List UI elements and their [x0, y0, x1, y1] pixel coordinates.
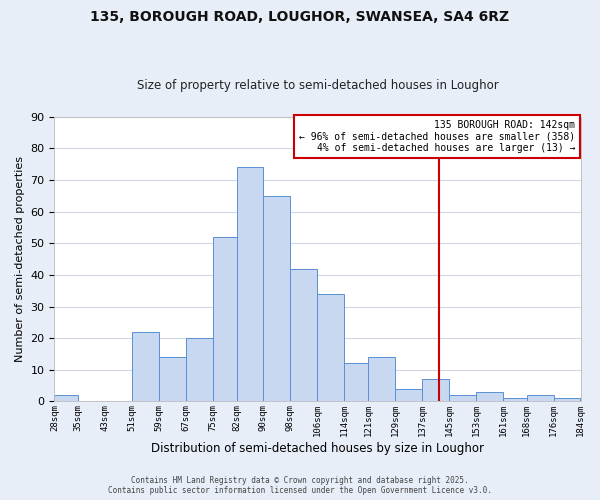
Bar	[55, 395, 78, 402]
Text: 135, BOROUGH ROAD, LOUGHOR, SWANSEA, SA4 6RZ: 135, BOROUGH ROAD, LOUGHOR, SWANSEA, SA4…	[91, 10, 509, 24]
Bar	[186, 338, 213, 402]
Bar	[527, 395, 554, 402]
Bar	[159, 357, 186, 402]
Bar	[344, 364, 368, 402]
Bar	[503, 398, 527, 402]
Bar	[317, 294, 344, 402]
Bar	[263, 196, 290, 402]
Title: Size of property relative to semi-detached houses in Loughor: Size of property relative to semi-detach…	[137, 79, 499, 92]
Bar	[236, 168, 263, 402]
X-axis label: Distribution of semi-detached houses by size in Loughor: Distribution of semi-detached houses by …	[151, 442, 484, 455]
Bar	[554, 398, 580, 402]
Text: Contains HM Land Registry data © Crown copyright and database right 2025.
Contai: Contains HM Land Registry data © Crown c…	[108, 476, 492, 495]
Bar	[132, 332, 159, 402]
Bar	[395, 389, 422, 402]
Bar	[290, 268, 317, 402]
Bar	[213, 237, 236, 402]
Text: 135 BOROUGH ROAD: 142sqm
← 96% of semi-detached houses are smaller (358)
4% of s: 135 BOROUGH ROAD: 142sqm ← 96% of semi-d…	[299, 120, 575, 153]
Y-axis label: Number of semi-detached properties: Number of semi-detached properties	[15, 156, 25, 362]
Bar	[422, 380, 449, 402]
Bar	[368, 357, 395, 402]
Bar	[449, 395, 476, 402]
Bar	[476, 392, 503, 402]
